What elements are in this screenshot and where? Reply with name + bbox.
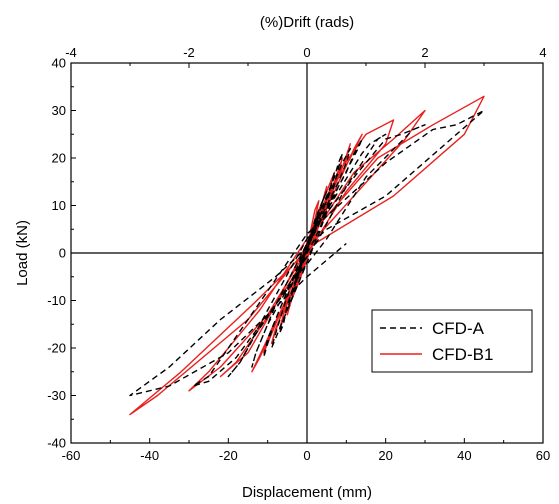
series-line-cfd-a: [129, 109, 485, 397]
plot-area: [70, 62, 544, 444]
x-tick-label: -40: [140, 448, 159, 463]
x2-tick-label: -4: [65, 45, 77, 60]
y-tick-label: 30: [52, 103, 66, 118]
y-tick-label: -10: [47, 293, 66, 308]
x2-tick-label: 0: [303, 45, 310, 60]
ticks-layer: -60 -40 -20 0 20 40 60-40-30-20-10010203040-4-…: [47, 45, 550, 463]
y-tick-label: 20: [52, 151, 66, 166]
x-tick-label: -20: [219, 448, 238, 463]
y-tick-label: -40: [47, 436, 66, 451]
legend-label-cfd-b1: CFD-B1: [432, 345, 493, 364]
y-tick-label: 0: [59, 246, 66, 261]
x-tick-label: 20: [378, 448, 392, 463]
y-tick-label: 10: [52, 198, 66, 213]
x2-tick-label: 2: [421, 45, 428, 60]
y-tick-label: -20: [47, 341, 66, 356]
y-axis-title: Load (kN): [14, 220, 31, 286]
x-tick-label: -60: [62, 448, 81, 463]
series-layer: [129, 95, 485, 416]
x2-tick-label: -2: [183, 45, 195, 60]
y-tick-label: -30: [47, 388, 66, 403]
series-line-cfd-b1: [129, 95, 485, 416]
legend-box: [371, 309, 533, 373]
x-axis-title: Displacement (mm): [242, 484, 372, 501]
x-tick-label: 0: [303, 448, 310, 463]
x2-tick-label: 4: [539, 45, 546, 60]
y-tick-label: 40: [52, 56, 66, 71]
top-axis-title: (%)Drift (rads): [260, 14, 354, 31]
legend: CFD-A CFD-B1: [371, 309, 533, 373]
x-tick-label: 40: [457, 448, 471, 463]
x-tick-label: 60: [536, 448, 550, 463]
legend-label-cfd-a: CFD-A: [432, 319, 485, 338]
